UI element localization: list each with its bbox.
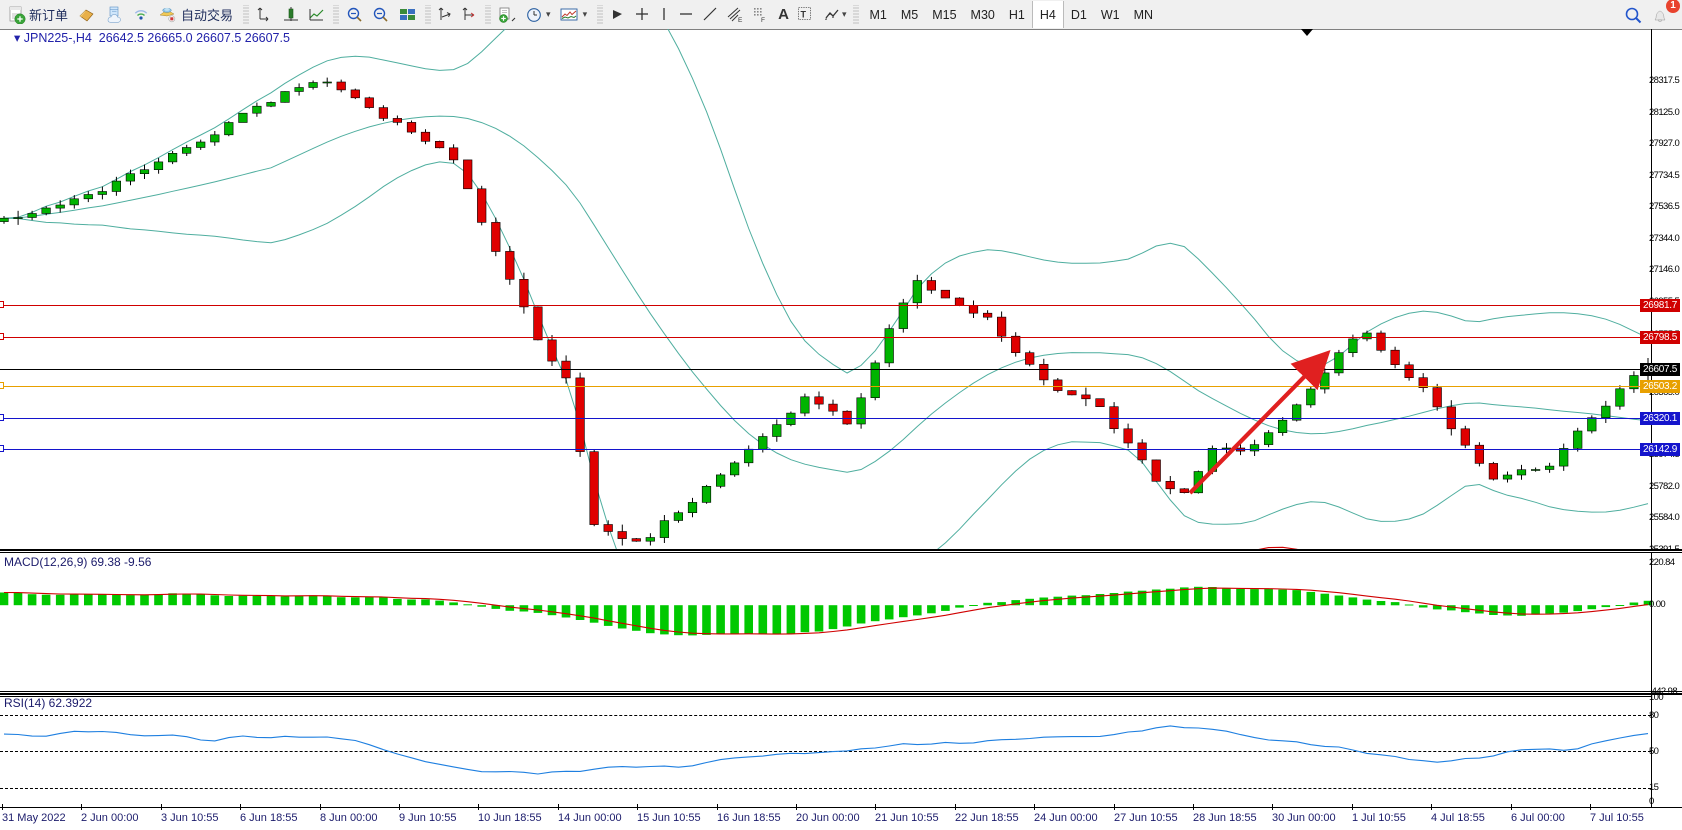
svg-text:E: E xyxy=(738,17,743,24)
svg-text:F: F xyxy=(761,17,765,24)
svg-text:T: T xyxy=(800,9,806,19)
